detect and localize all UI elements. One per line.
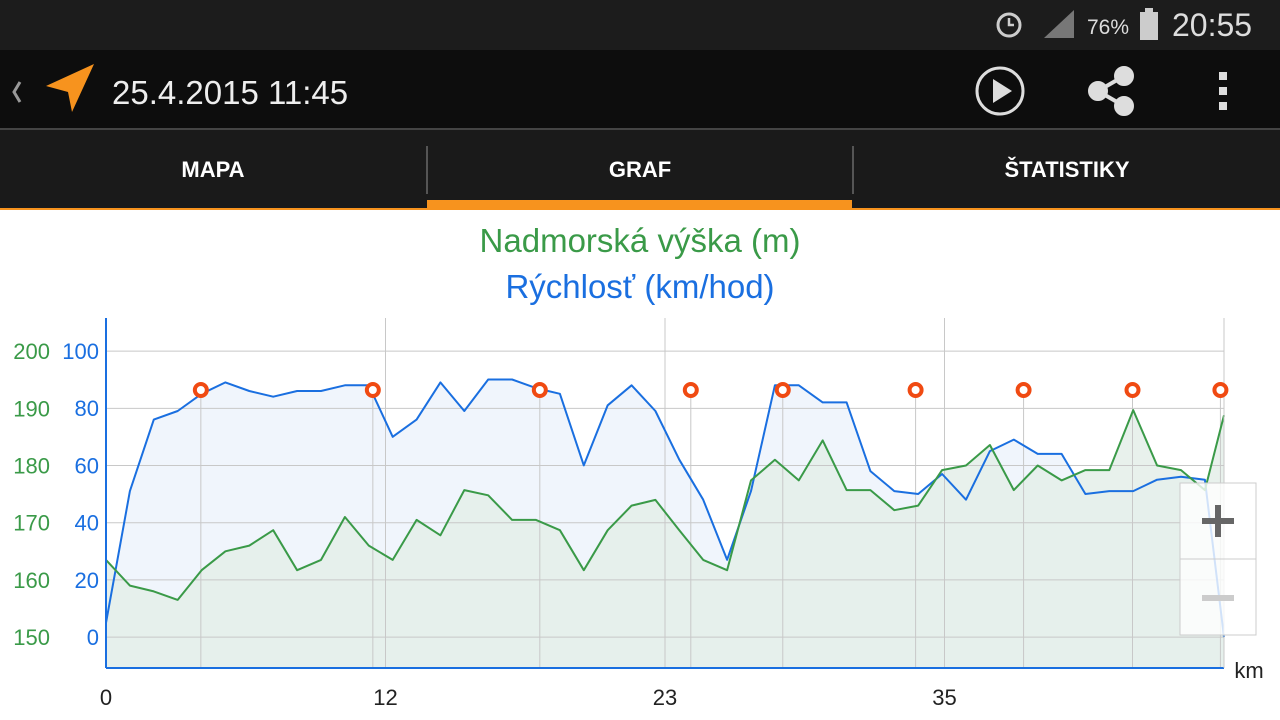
play-button[interactable] <box>975 66 1025 116</box>
y-tick-label: 160 <box>13 568 50 593</box>
chart-title: Nadmorská výška (m) <box>480 222 801 259</box>
status-bar: 76% 20:55 <box>0 0 1280 50</box>
app-logo <box>46 64 94 112</box>
x-tick-label: 23 <box>653 685 677 710</box>
tab-divider <box>852 146 854 194</box>
alarm-hands <box>1007 18 1014 27</box>
tab[interactable]: GRAF <box>608 157 672 182</box>
x-tick-label: 0 <box>100 685 112 710</box>
y-tick-label: 190 <box>13 396 50 421</box>
zoom-in-icon <box>1202 505 1234 537</box>
y2-tick-label: 0 <box>87 625 99 650</box>
waypoint <box>907 382 924 398</box>
active-tab-indicator <box>427 200 852 210</box>
y2-tick-label: 40 <box>75 511 99 536</box>
tab-bar: MAPA GRAF ŠTATISTIKY <box>0 128 1280 210</box>
waypoint <box>531 382 548 398</box>
waypoint <box>774 382 791 398</box>
y-tick-label: 170 <box>13 511 50 536</box>
y2-tick-label: 60 <box>75 453 99 478</box>
chart: Nadmorská výška (m) Rýchlosť (km/hod) 15… <box>13 222 1263 710</box>
back-button[interactable] <box>12 81 22 103</box>
y-tick-label: 200 <box>13 339 50 364</box>
tab[interactable]: ŠTATISTIKY <box>1004 157 1130 182</box>
waypoint <box>1212 382 1229 398</box>
app-bar-icons: 25.4.2015 11:45 <box>12 64 1227 116</box>
battery-icon <box>1140 12 1158 40</box>
zoom-controls <box>1179 482 1257 636</box>
series-line <box>105 409 1225 601</box>
alarm-icon <box>996 12 1022 38</box>
y-tick-label: 180 <box>13 454 50 479</box>
x-axis-label: km <box>1234 658 1263 683</box>
play-icon <box>993 79 1012 103</box>
app-bar: 25.4.2015 11:45 <box>0 50 1280 128</box>
y-tick-label: 150 <box>13 625 50 650</box>
y2-tick-label: 80 <box>75 396 99 421</box>
share-button[interactable] <box>1088 66 1134 116</box>
battery-tip <box>1145 8 1153 12</box>
waypoint <box>1015 382 1032 398</box>
battery-level: 76% <box>1087 16 1129 39</box>
x-tick-label: 35 <box>932 685 956 710</box>
series-line <box>105 378 1225 638</box>
x-tick-label: 12 <box>373 685 397 710</box>
chart-subtitle: Rýchlosť (km/hod) <box>505 268 774 305</box>
clock: 20:55 <box>1172 7 1252 43</box>
tab-divider <box>426 146 428 194</box>
waypoint <box>192 382 209 398</box>
waypoint <box>1124 382 1141 398</box>
tab[interactable]: MAPA <box>181 157 245 182</box>
y2-tick-label: 100 <box>62 339 99 364</box>
status-icons: 76% 20:55 <box>996 7 1252 43</box>
y2-tick-label: 20 <box>75 568 99 593</box>
track-title: 25.4.2015 11:45 <box>112 74 348 111</box>
waypoint <box>364 382 381 398</box>
menu-button[interactable] <box>1219 72 1227 110</box>
waypoint <box>682 382 699 398</box>
signal-icon <box>1044 10 1074 38</box>
